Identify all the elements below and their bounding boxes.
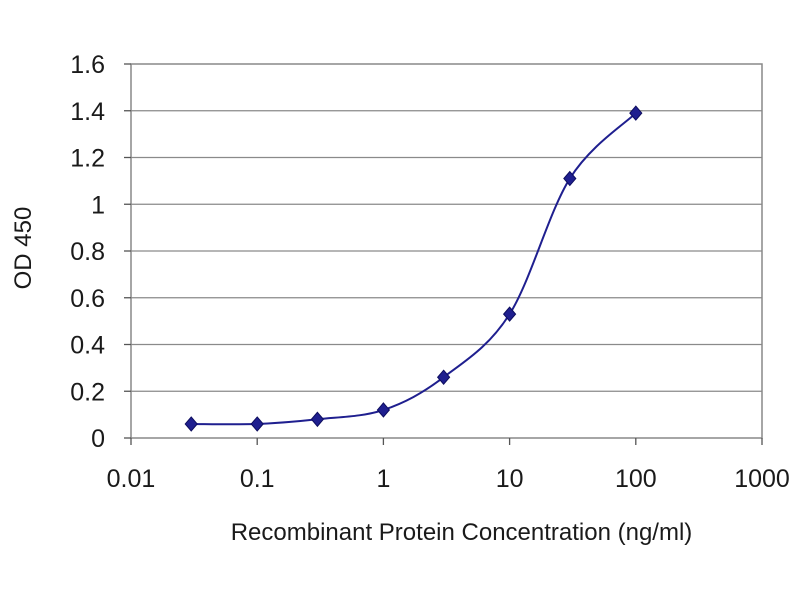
gridlines bbox=[131, 110, 762, 392]
y-tick-label: 0.2 bbox=[70, 378, 105, 406]
x-tick-label: 1000 bbox=[734, 465, 790, 493]
x-tick-label: 0.1 bbox=[240, 465, 275, 493]
x-tick-label: 10 bbox=[496, 465, 524, 493]
y-tick-label: 0.4 bbox=[70, 332, 105, 360]
y-tick-label: 1.6 bbox=[70, 51, 105, 79]
data-point bbox=[563, 170, 577, 187]
y-tick-label: 0 bbox=[91, 425, 105, 453]
tick-labels: 0 0.2 0.4 0.6 0.8 1 1.2 1.4 1.6 0.01 0.1 1 10 100 1000 bbox=[70, 51, 790, 493]
data-point bbox=[502, 306, 517, 322]
y-tick-label: 0.8 bbox=[70, 238, 105, 266]
x-axis-label: Recombinant Protein Concentration (ng/ml… bbox=[231, 519, 693, 546]
y-tick-label: 1 bbox=[91, 191, 105, 219]
data-point bbox=[184, 416, 198, 432]
y-tick-label: 0.6 bbox=[70, 285, 105, 313]
y-axis-label: OD 450 bbox=[10, 207, 37, 290]
x-tick-label: 100 bbox=[615, 465, 657, 493]
x-tick-label: 0.01 bbox=[107, 465, 156, 493]
axes bbox=[124, 63, 763, 445]
data-point bbox=[629, 105, 643, 121]
x-tick-label: 1 bbox=[376, 465, 390, 493]
y-tick-label: 1.4 bbox=[70, 98, 105, 126]
series-line bbox=[191, 112, 637, 426]
data-point bbox=[310, 411, 325, 428]
data-point bbox=[250, 416, 264, 432]
data-point bbox=[376, 402, 391, 418]
series bbox=[184, 105, 643, 432]
data-point bbox=[436, 369, 451, 385]
y-tick-label: 1.2 bbox=[70, 145, 105, 173]
